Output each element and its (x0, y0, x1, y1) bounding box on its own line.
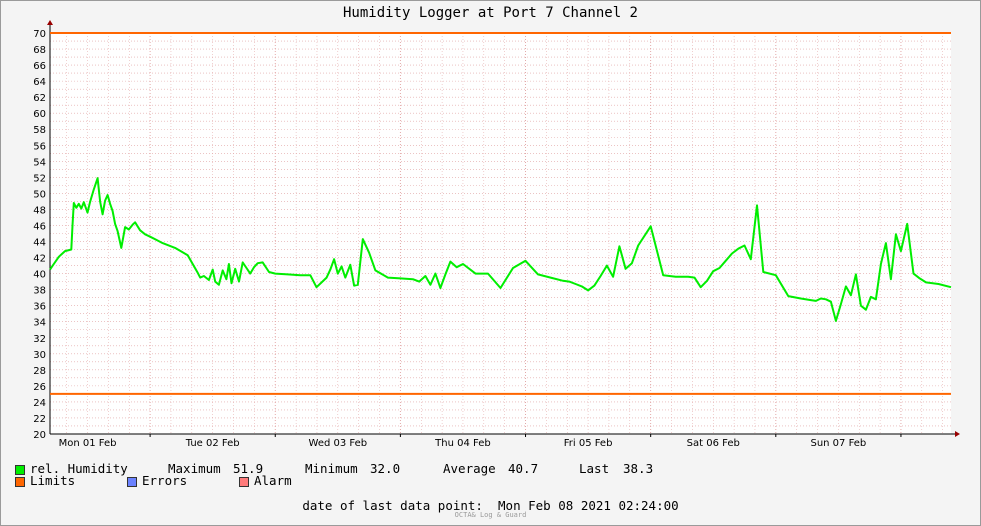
last-data-point-value: Mon Feb 08 2021 02:24:00 (498, 498, 679, 513)
y-tick-label: 38 (33, 286, 46, 297)
legend-limits-label: Limits (30, 473, 76, 488)
y-tick-label: 54 (33, 157, 46, 168)
x-tick-label: Fri 05 Feb (564, 438, 613, 449)
y-tick-label: 56 (33, 141, 46, 152)
y-tick-label: 64 (33, 77, 46, 88)
legend-maximum-value: 51.9 (233, 461, 264, 476)
y-tick-label: 40 (33, 270, 46, 281)
humidity-swatch (15, 465, 25, 475)
legend-humidity-label: rel. Humidity (30, 461, 128, 476)
humidity-series-line (49, 177, 952, 322)
legend-alarm-label: Alarm (254, 473, 292, 488)
legend-minimum-value: 32.0 (370, 461, 401, 476)
legend-minimum-label: Minimum (305, 461, 358, 476)
legend-average-value: 40.7 (508, 461, 539, 476)
x-axis-arrow (955, 431, 960, 437)
y-tick-label: 34 (33, 318, 46, 329)
y-tick-label: 28 (33, 366, 46, 377)
y-tick-label: 22 (33, 414, 46, 425)
y-tick-label: 70 (33, 29, 46, 40)
y-tick-label: 66 (33, 61, 46, 72)
x-tick-label: Wed 03 Feb (309, 438, 368, 449)
x-tick-label: Thu 04 Feb (434, 438, 491, 449)
y-tick-label: 62 (33, 93, 46, 104)
credit-text: OCTA& Log & Guard (454, 511, 527, 519)
y-tick-label: 60 (33, 109, 46, 120)
y-tick-label: 68 (33, 45, 46, 56)
last-data-point-line: date of last data point: Mon Feb 08 2021… (0, 498, 981, 513)
y-tick-label: 24 (33, 398, 46, 409)
y-tick-label: 26 (33, 382, 46, 393)
legend-average-label: Average (443, 461, 496, 476)
y-tick-label: 36 (33, 302, 46, 313)
alarm-swatch (239, 477, 249, 487)
x-tick-label: Mon 01 Feb (59, 438, 117, 449)
y-tick-label: 46 (33, 221, 46, 232)
y-tick-label: 32 (33, 334, 46, 345)
x-tick-label: Sun 07 Feb (810, 438, 866, 449)
y-tick-label: 58 (33, 125, 46, 136)
legend-errors-label: Errors (142, 473, 188, 488)
y-tick-label: 48 (33, 205, 46, 216)
legend-maximum-label: Maximum (168, 461, 221, 476)
y-axis-arrow (47, 20, 53, 25)
x-tick-label: Tue 02 Feb (185, 438, 240, 449)
y-tick-label: 20 (33, 430, 46, 441)
y-tick-label: 52 (33, 173, 46, 184)
errors-swatch (127, 477, 137, 487)
last-data-point-label: date of last data point: (302, 498, 483, 513)
legend-last-label: Last (579, 461, 610, 476)
y-tick-label: 30 (33, 350, 46, 361)
legend-last-value: 38.3 (623, 461, 654, 476)
y-tick-label: 42 (33, 254, 46, 265)
chart-title: Humidity Logger at Port 7 Channel 2 (342, 5, 638, 21)
y-tick-label: 50 (33, 189, 46, 200)
limits-swatch (15, 477, 25, 487)
x-tick-label: Sat 06 Feb (687, 438, 740, 449)
y-tick-label: 44 (33, 238, 46, 249)
